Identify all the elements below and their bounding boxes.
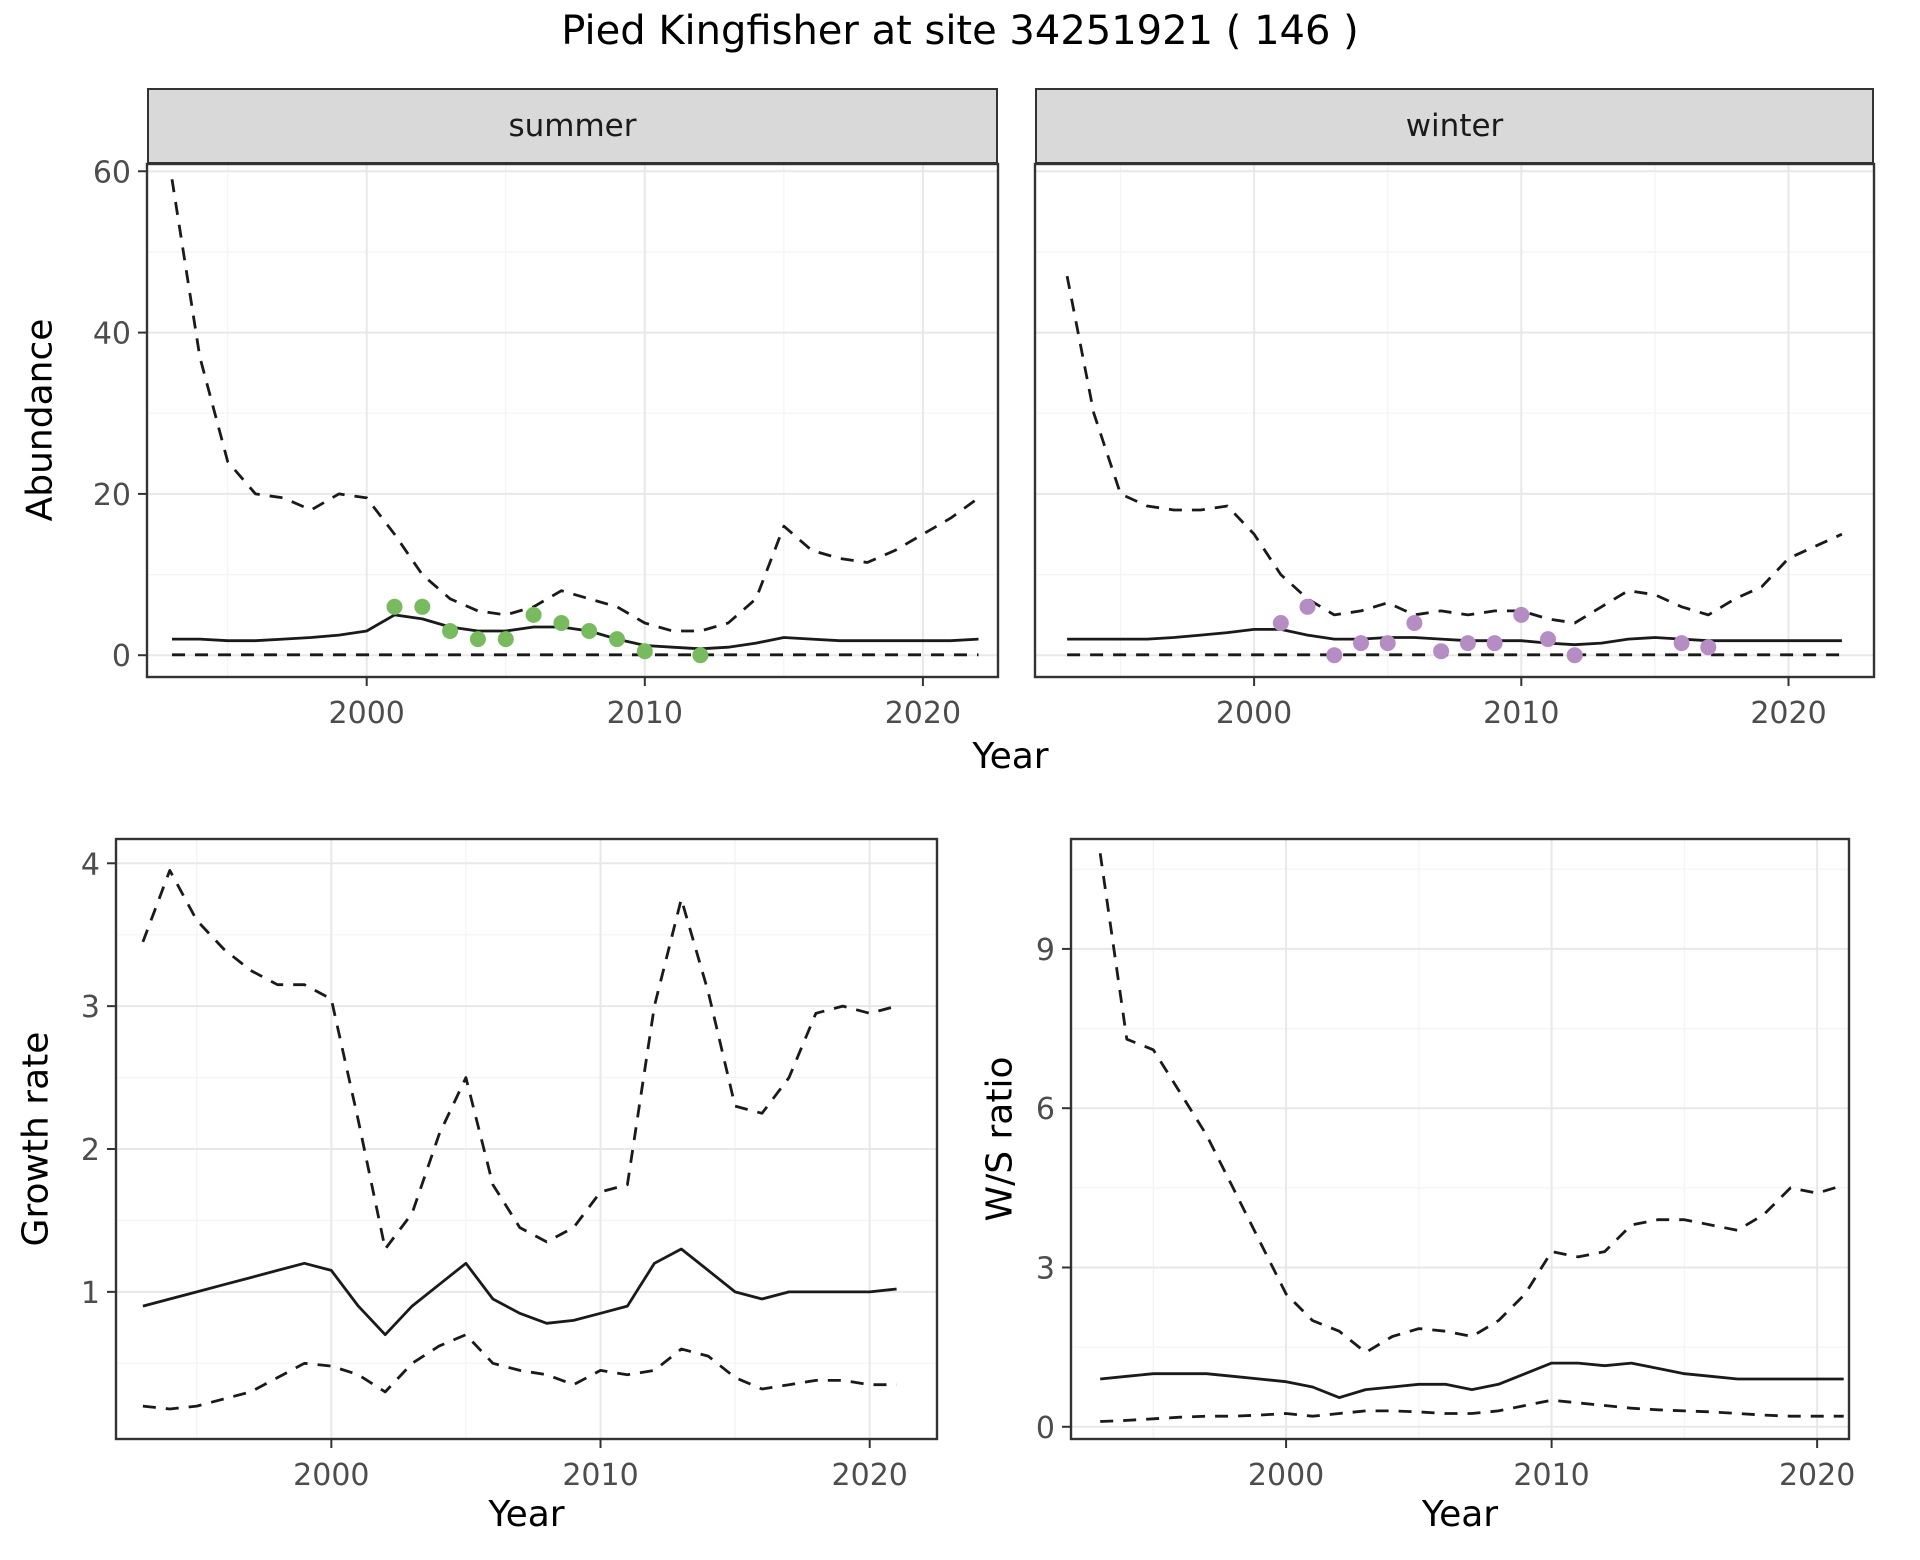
series-mean xyxy=(142,1247,897,1337)
y-tick-label: 0 xyxy=(112,639,131,674)
x-tick-label: 2020 xyxy=(1779,1458,1855,1493)
x-tick-label: 2020 xyxy=(1750,696,1826,731)
data-point xyxy=(609,631,625,648)
panel-ws-ratio: 2000 2010 2020 0 3 6 9 xyxy=(1036,837,1855,1493)
y-axis-title-abundance: Abundance xyxy=(19,318,61,522)
x-tick-label: 2010 xyxy=(1513,1458,1589,1493)
facet-strip-summer-label: summer xyxy=(508,108,637,144)
y-tick-label: 1 xyxy=(81,1276,100,1311)
y-tick-label: 20 xyxy=(93,478,131,513)
data-point xyxy=(1433,643,1450,660)
y-tick-label: 2 xyxy=(81,1133,100,1168)
data-point xyxy=(386,598,403,615)
data-point xyxy=(1700,639,1717,656)
x-tick-label: 2020 xyxy=(885,696,961,731)
y-tick-label: 4 xyxy=(81,847,100,882)
data-point xyxy=(581,623,598,639)
data-point xyxy=(497,631,514,648)
series-lower-ci xyxy=(1100,1398,1844,1423)
data-point xyxy=(1540,631,1556,648)
data-point xyxy=(1326,647,1343,664)
y-tick-label: 40 xyxy=(93,317,131,352)
x-axis-title-ws-ratio: Year xyxy=(1421,1494,1499,1535)
y-tick-label: 6 xyxy=(1036,1092,1055,1127)
data-point xyxy=(442,623,459,639)
panel-background xyxy=(147,164,998,677)
data-point xyxy=(469,631,486,648)
series-lower-ci xyxy=(142,1333,897,1411)
data-point xyxy=(1566,647,1583,664)
facet-strip-winter-label: winter xyxy=(1405,108,1504,144)
x-axis-title-growth-rate: Year xyxy=(488,1494,565,1535)
y-axis-title-ws-ratio: W/S ratio xyxy=(979,1056,1021,1222)
x-tick-label: 2000 xyxy=(1216,696,1292,731)
x-tick-label: 2000 xyxy=(293,1458,369,1493)
y-tick-label: 60 xyxy=(93,155,131,190)
x-axis-title-top: Year xyxy=(972,736,1049,777)
x-tick-label: 2000 xyxy=(329,696,405,731)
data-point xyxy=(1299,598,1316,615)
data-point xyxy=(1673,635,1690,652)
data-point xyxy=(525,606,542,623)
data-point xyxy=(636,643,653,660)
panel-abundance-summer: 2000 2010 2020 0 20 40 60 xyxy=(93,155,1000,731)
data-point xyxy=(553,615,570,631)
panel-border xyxy=(145,162,1000,679)
y-tick-label: 3 xyxy=(1036,1251,1055,1286)
observed-summer-points xyxy=(386,598,709,664)
observed-winter-points xyxy=(1272,598,1717,664)
data-point xyxy=(1353,635,1369,652)
series-upper-ci xyxy=(1098,853,1845,1354)
data-point xyxy=(1513,606,1530,623)
x-tick-label: 2010 xyxy=(607,696,683,731)
panel-growth-rate: 2000 2010 2020 1 2 3 4 xyxy=(81,837,939,1493)
series-mean xyxy=(172,613,979,651)
data-point xyxy=(1406,615,1423,631)
data-point xyxy=(1379,635,1396,652)
series-upper-ci xyxy=(170,179,980,633)
plot-title: Pied Kingfisher at site 34251921 ( 146 ) xyxy=(561,8,1359,54)
panel-background xyxy=(1035,164,1874,677)
x-tick-label: 2010 xyxy=(1483,696,1559,731)
x-tick-label: 2010 xyxy=(562,1458,638,1493)
panel-border xyxy=(1069,837,1851,1441)
y-axis-title-growth-rate: Growth rate xyxy=(15,1031,57,1247)
data-point xyxy=(1272,615,1289,631)
series-upper-ci xyxy=(1065,275,1843,625)
facet-strip-winter: winter xyxy=(1035,88,1874,164)
series-mean xyxy=(1100,1361,1844,1399)
panel-background xyxy=(116,839,937,1439)
data-point xyxy=(414,598,431,615)
data-point xyxy=(692,647,709,664)
x-tick-label: 2000 xyxy=(1248,1458,1324,1493)
y-tick-label: 9 xyxy=(1036,933,1055,968)
data-point xyxy=(1459,635,1476,652)
panel-abundance-winter: 2000 2010 2020 xyxy=(1033,162,1876,731)
y-tick-label: 0 xyxy=(1036,1411,1055,1446)
x-tick-label: 2020 xyxy=(832,1458,908,1493)
data-point xyxy=(1486,635,1503,652)
facet-strip-summer: summer xyxy=(147,88,998,164)
series-upper-ci xyxy=(141,869,897,1251)
panel-background xyxy=(1071,839,1849,1439)
panel-border xyxy=(114,837,939,1441)
panel-border xyxy=(1033,162,1876,679)
y-tick-label: 3 xyxy=(81,990,100,1025)
